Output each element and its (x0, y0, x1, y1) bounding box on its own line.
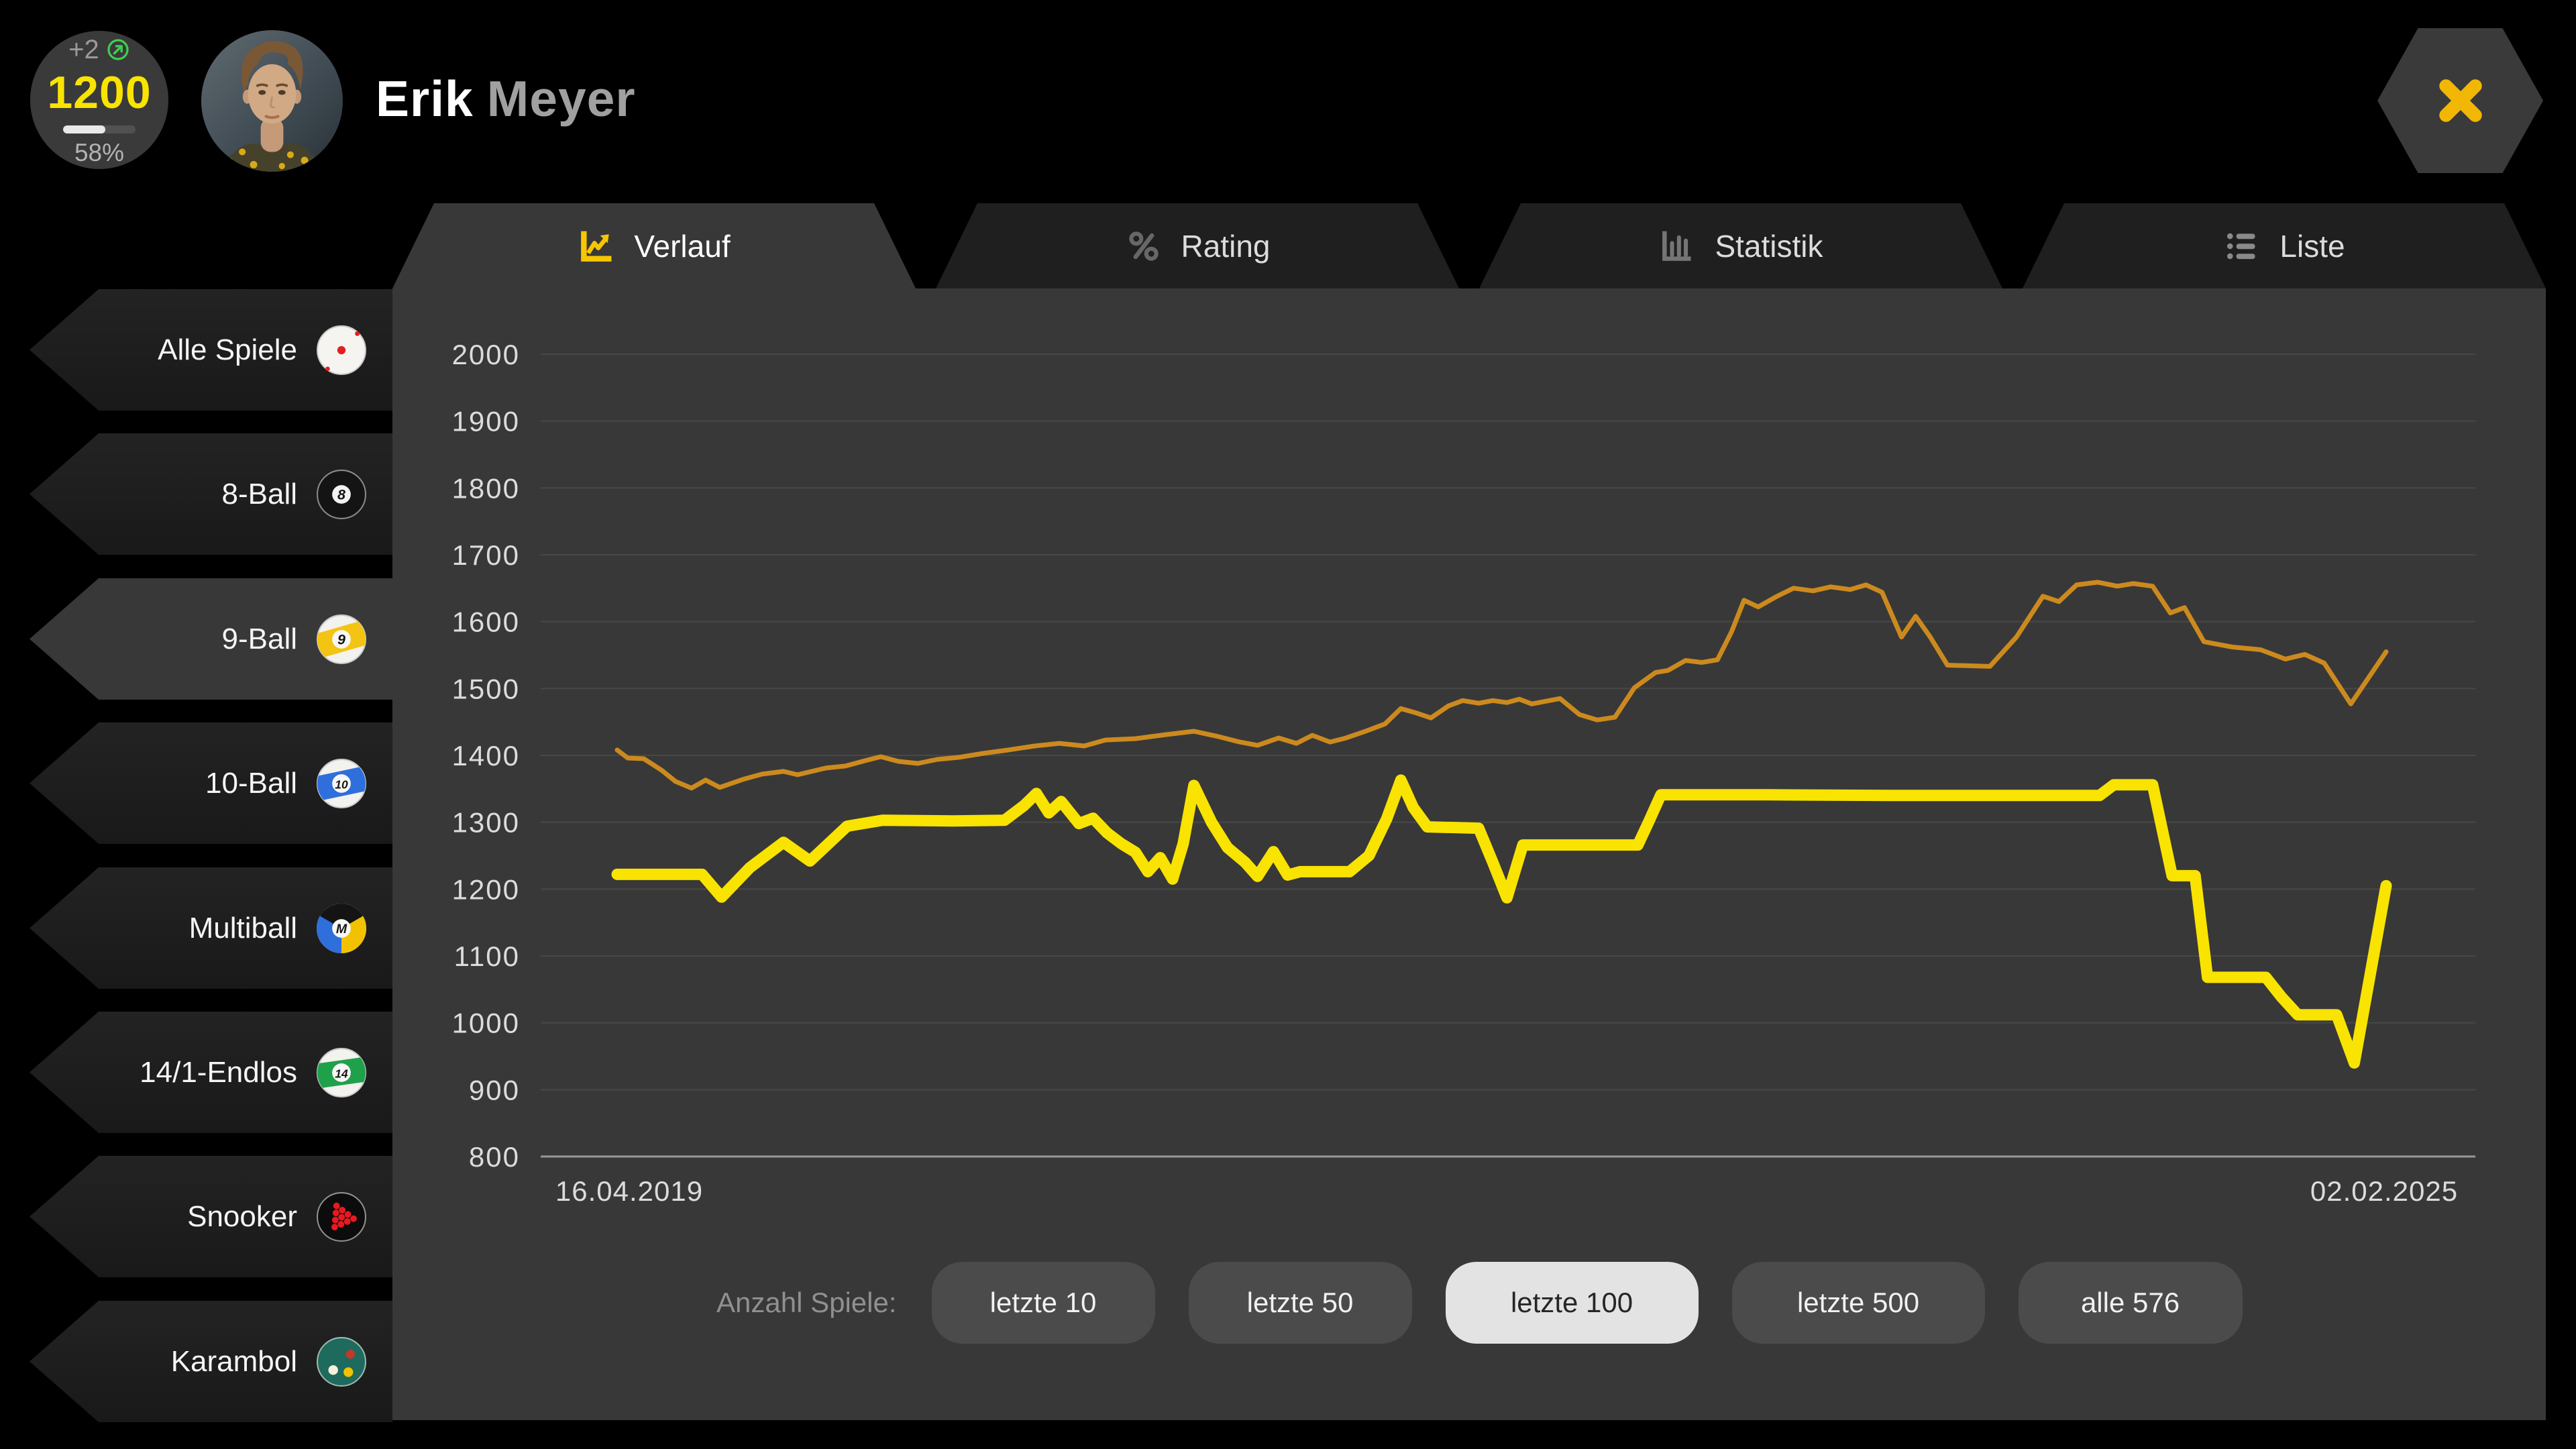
sidebar-item-snooker[interactable]: Snooker (30, 1156, 392, 1277)
sidebar-item-10-ball[interactable]: 10-Ball 10 (30, 722, 392, 844)
bar-chart-icon (1658, 227, 1696, 265)
filter-button-alle-576[interactable]: alle 576 (2018, 1262, 2243, 1344)
close-icon (2426, 66, 2496, 136)
y-tick-label: 1700 (452, 539, 520, 571)
chart-line-icon (578, 227, 615, 265)
tab-label: Verlauf (634, 228, 731, 264)
rating-badge: +2 1200 58% (30, 31, 168, 169)
y-tick-label: 1200 (452, 873, 520, 905)
filter-button-letzte-500[interactable]: letzte 500 (1731, 1262, 1985, 1344)
tab-rating[interactable]: Rating (936, 203, 1459, 288)
y-tick-label: 1000 (452, 1008, 520, 1039)
y-tick-label: 1900 (452, 406, 520, 437)
sidebar-item-label: Karambol (170, 1344, 297, 1378)
tab-verlauf[interactable]: Verlauf (392, 203, 916, 288)
ball-8-icon: 8 (316, 469, 367, 520)
y-tick-label: 1500 (452, 673, 520, 704)
sidebar-item-label: 10-Ball (205, 766, 297, 800)
games-count-filter: Anzahl Spiele: letzte 10 letzte 50 letzte … (716, 1262, 2243, 1344)
sidebar-item-14-1-endlos[interactable]: 14/1-Endlos 14 (30, 1012, 392, 1133)
sidebar-item-label: 8-Ball (221, 477, 298, 511)
y-tick-label: 1800 (452, 472, 520, 504)
y-tick-label: 900 (469, 1074, 520, 1106)
sidebar-item-9-ball[interactable]: 9-Ball 9 (30, 578, 392, 700)
filter-button-letzte-100[interactable]: letzte 100 (1445, 1262, 1699, 1344)
y-tick-label: 1600 (452, 606, 520, 638)
rating-history-chart: 2000 1900 1800 1700 1600 1500 1400 1300 1200 1100… (452, 339, 2475, 1207)
karambol-balls-icon (316, 1336, 367, 1387)
ball-multi-icon: M (316, 903, 367, 954)
tab-liste[interactable]: Liste (2023, 203, 2546, 288)
x-axis-start-label: 16.04.2019 (555, 1175, 703, 1207)
tab-label: Liste (2279, 228, 2345, 264)
avatar (201, 30, 343, 172)
x-axis-end-label: 02.02.2025 (2310, 1175, 2458, 1207)
ball-10-icon: 10 (316, 758, 367, 809)
svg-text:9: 9 (337, 631, 345, 647)
svg-text:8: 8 (337, 486, 345, 502)
filter-button-letzte-10[interactable]: letzte 10 (931, 1262, 1155, 1344)
page-title: Erik Meyer (376, 70, 636, 127)
ball-9-icon: 9 (316, 614, 367, 665)
tab-label: Statistik (1715, 228, 1823, 264)
y-tick-label: 2000 (452, 339, 520, 370)
list-icon (2223, 227, 2261, 265)
y-tick-label: 1300 (452, 807, 520, 839)
y-tick-label: 800 (469, 1141, 520, 1173)
y-tick-label: 1400 (452, 740, 520, 771)
sidebar-item-alle-spiele[interactable]: Alle Spiele (30, 289, 392, 411)
games-count-label: Anzahl Spiele: (716, 1287, 897, 1318)
sidebar-item-8-ball[interactable]: 8-Ball 8 (30, 433, 392, 555)
sidebar-item-label: Snooker (187, 1199, 297, 1233)
series-orange (614, 580, 2389, 791)
svg-text:M: M (336, 922, 347, 936)
series-yellow (611, 774, 2392, 1069)
player-last-name: Meyer (486, 70, 636, 127)
sidebar-item-karambol[interactable]: Karambol (30, 1301, 392, 1422)
svg-text:10: 10 (335, 777, 348, 791)
sidebar-item-multiball[interactable]: Multiball M (30, 867, 392, 989)
snooker-balls-icon (316, 1191, 367, 1242)
tab-statistik[interactable]: Statistik (1479, 203, 2002, 288)
ball-14-icon: 14 (316, 1047, 367, 1098)
close-button[interactable] (2377, 28, 2543, 173)
trend-up-circle-icon (106, 38, 130, 62)
sidebar-item-label: Multiball (189, 911, 297, 945)
rating-progress-label: 58% (74, 138, 125, 166)
player-first-name: Erik (376, 70, 474, 127)
svg-text:14: 14 (335, 1067, 348, 1080)
rating-delta: +2 (68, 34, 99, 64)
sidebar-item-label: 9-Ball (221, 622, 298, 655)
sidebar-item-label: 14/1-Endlos (140, 1055, 297, 1089)
percent-icon (1125, 227, 1163, 265)
tab-label: Rating (1181, 228, 1271, 264)
rating-value: 1200 (47, 66, 152, 118)
sidebar-item-label: Alle Spiele (158, 333, 297, 366)
y-tick-label: 1100 (454, 941, 520, 972)
cue-ball-icon (316, 325, 367, 376)
filter-button-letzte-50[interactable]: letzte 50 (1188, 1262, 1412, 1344)
content-panel: 2000 1900 1800 1700 1600 1500 1400 1300 1200 1100… (392, 288, 2546, 1420)
rating-progress-bar (63, 125, 136, 133)
